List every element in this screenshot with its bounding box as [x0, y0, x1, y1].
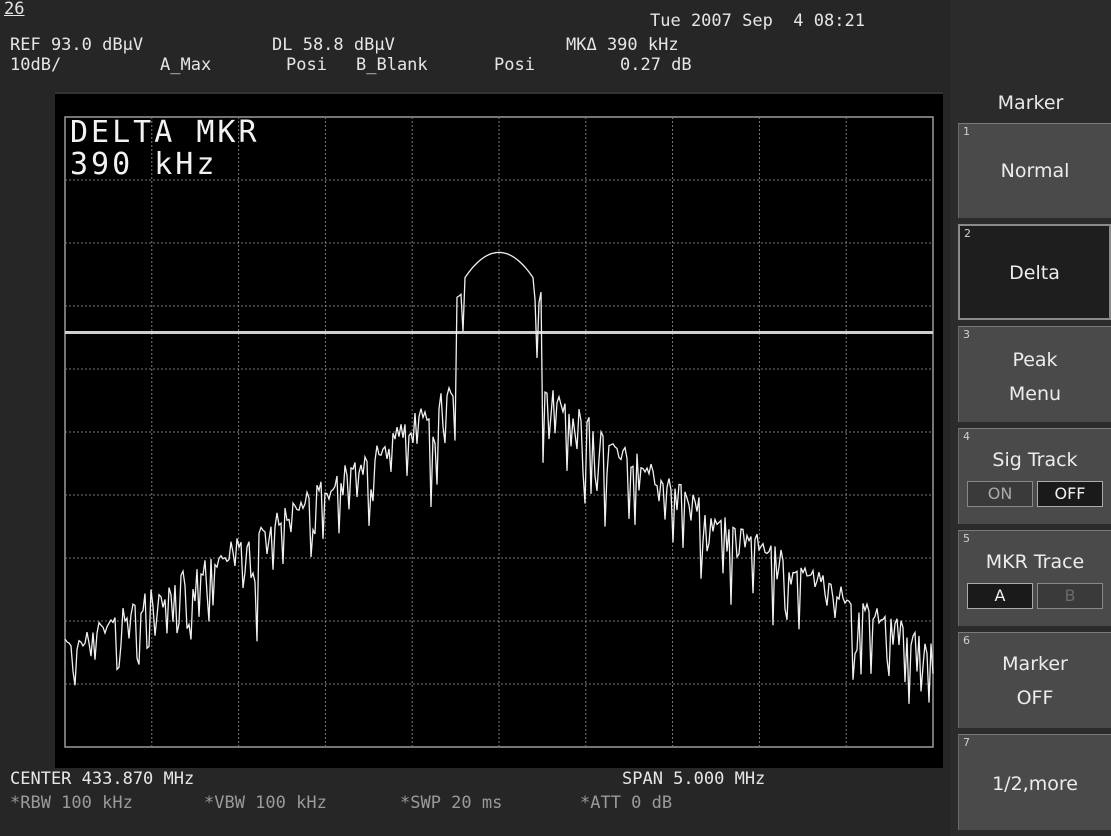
date-time: Tue 2007 Sep 4 08:21	[650, 11, 865, 31]
delta-marker-title: DELTA MKR	[70, 115, 260, 150]
softkey-label-line2: OFF	[1016, 687, 1054, 709]
softkey-menu-title: Marker	[997, 92, 1064, 114]
trace-b-mode: B_Blank	[356, 55, 428, 75]
softkey-number: 4	[963, 430, 970, 443]
screen-number: 26	[4, 0, 25, 19]
softkey-label: Normal	[1000, 160, 1070, 182]
softkey-label: 1/2,more	[992, 773, 1078, 795]
softkey-number: 1	[963, 125, 970, 138]
grid-lines	[65, 117, 933, 747]
trace-a-detector: Posi	[286, 55, 327, 75]
softkey-label-line1: Marker	[1002, 653, 1068, 675]
marker-delta-level: 0.27 dB	[620, 55, 692, 75]
softkey-number: 5	[963, 532, 970, 545]
reference-level: REF 93.0 dBµV	[10, 35, 144, 55]
trace-a-mode: A_Max	[160, 55, 212, 75]
spectrum-graticule	[64, 116, 934, 748]
softkey-label-line1: Peak	[1012, 349, 1058, 371]
vbw: *VBW 100 kHz	[204, 793, 327, 813]
softkey-number: 7	[963, 736, 970, 749]
spectrum-trace	[64, 251, 934, 704]
softkey-label: MKR Trace	[985, 551, 1085, 573]
softkey-delta[interactable]: 2 Delta	[958, 224, 1111, 320]
softkey-label-line2: Menu	[1008, 383, 1062, 405]
softkey-normal[interactable]: 1 Normal	[958, 123, 1111, 218]
mkr-trace-a-option[interactable]: A	[967, 583, 1033, 609]
softkey-number: 6	[963, 634, 970, 647]
delta-marker-readout: DELTA MKR 390 kHz	[70, 117, 260, 181]
display-line-level: DL 58.8 dBµV	[272, 35, 395, 55]
settings-footer: CENTER 433.870 MHz SPAN 5.000 MHz *RBW 1…	[0, 768, 950, 836]
center-frequency: CENTER 433.870 MHz	[10, 769, 195, 789]
mkr-trace-b-option[interactable]: B	[1037, 583, 1103, 609]
softkey-mkr-trace[interactable]: 5 MKR Trace A B	[958, 530, 1111, 626]
softkey-panel: Marker 1 Normal 2 Delta 3 Peak Menu 4 Si…	[950, 0, 1111, 836]
span: SPAN 5.000 MHz	[622, 769, 766, 789]
softkey-number: 2	[964, 227, 971, 240]
softkey-peak-menu[interactable]: 3 Peak Menu	[958, 326, 1111, 422]
trace-b-detector: Posi	[494, 55, 535, 75]
softkey-number: 3	[963, 328, 970, 341]
rbw: *RBW 100 kHz	[10, 793, 133, 813]
softkey-marker-off[interactable]: 6 Marker OFF	[958, 632, 1111, 728]
softkey-sig-track[interactable]: 4 Sig Track ON OFF	[958, 428, 1111, 524]
softkey-label: Delta	[1009, 262, 1060, 284]
vertical-scale: 10dB/	[10, 55, 62, 75]
marker-delta-frequency: MKΔ 390 kHz	[566, 35, 679, 55]
attenuation: *ATT 0 dB	[580, 793, 673, 813]
sig-track-on-option[interactable]: ON	[967, 481, 1033, 507]
softkey-label: Sig Track	[992, 449, 1078, 471]
sig-track-off-option[interactable]: OFF	[1037, 481, 1103, 507]
delta-marker-value: 390 kHz	[70, 147, 218, 182]
softkey-more[interactable]: 7 1/2,more	[958, 734, 1111, 830]
status-header: 26 Tue 2007 Sep 4 08:21 REF 93.0 dBµV DL…	[0, 0, 950, 92]
spectrum-display: DELTA MKR 390 kHz	[55, 92, 943, 770]
sweep-time: *SWP 20 ms	[400, 793, 503, 813]
